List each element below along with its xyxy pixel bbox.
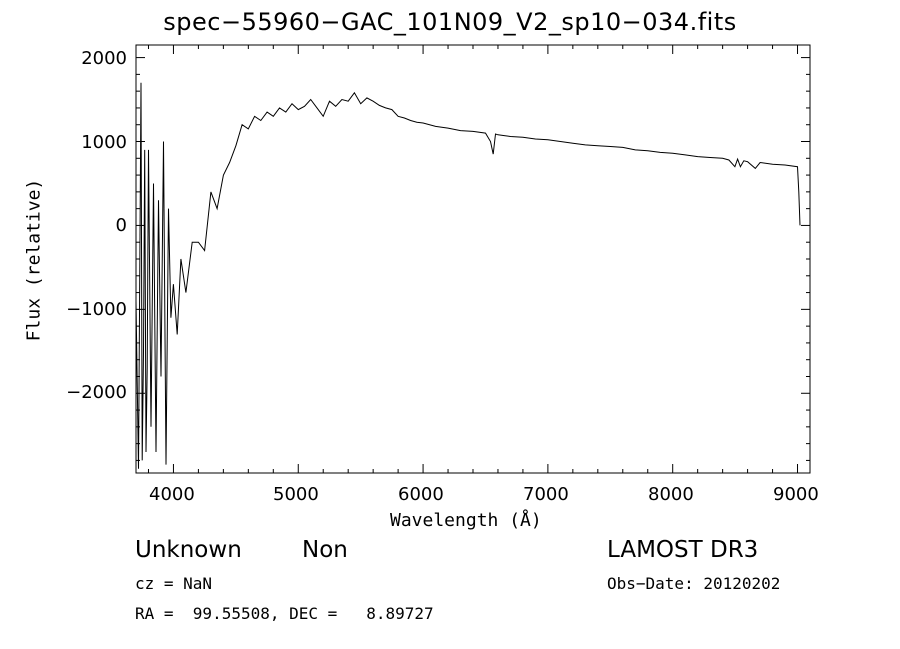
x-tick-label: 9000: [773, 484, 819, 505]
y-tick-label: 1000: [81, 132, 127, 153]
x-tick-label: 8000: [648, 484, 694, 505]
spectrum-line: [135, 82, 801, 469]
survey-name: LAMOST DR3: [607, 537, 759, 563]
redshift-text: cz = NaN: [135, 574, 213, 593]
y-tick-label: −1000: [66, 299, 127, 320]
axis-ticks: [136, 45, 810, 473]
x-tick-label: 5000: [273, 484, 319, 505]
x-tick-label: 6000: [398, 484, 444, 505]
obs-date-text: Obs−Date: 20120202: [607, 574, 781, 593]
y-tick-label: −2000: [66, 382, 127, 403]
x-axis-label: Wavelength (Å): [390, 510, 542, 531]
y-tick-label: 2000: [81, 48, 127, 69]
coordinates-text: RA = 99.55508, DEC = 8.89727: [135, 604, 434, 623]
x-tick-label: 4000: [149, 484, 195, 505]
object-subclass: Non: [302, 537, 348, 563]
plot-frame: [135, 44, 811, 474]
object-class: Unknown: [135, 537, 242, 563]
x-tick-label: 7000: [523, 484, 569, 505]
y-tick-label: 0: [115, 215, 127, 236]
chart-title: spec−55960−GAC_101N09_V2_sp10−034.fits: [163, 8, 737, 36]
y-axis-label: Flux (relative): [23, 178, 45, 342]
